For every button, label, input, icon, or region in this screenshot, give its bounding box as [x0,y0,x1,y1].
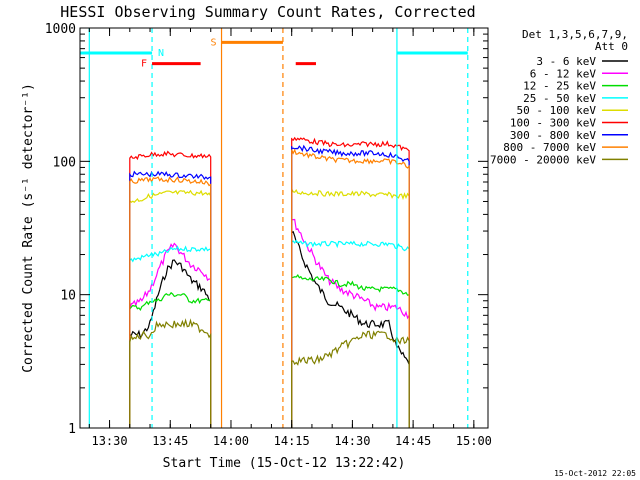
flag-label-f: F [141,59,147,70]
legend-label-2: 6 - 12 keV [530,67,597,80]
x-tick-label-1: 13:30 [91,434,127,448]
x-tick-label-3: 14:00 [213,434,249,448]
x-tick-label-4: 14:15 [274,434,310,448]
series-line-5-segment-1 [129,189,212,428]
series-line-7-segment-1 [129,170,212,428]
legend-label-8: 800 - 7000 keV [503,141,596,154]
series-line-9-segment-1 [129,318,212,428]
series-layer [129,136,410,428]
y-tick-label-2: 10 [60,289,76,304]
series-line-4-segment-2 [291,239,410,428]
series-line-8-segment-2 [291,148,410,428]
series-line-2-segment-2 [291,217,410,428]
x-tick-label-2: 13:45 [152,434,188,448]
y-axis-label: Corrected Count Rate (s⁻¹ detector⁻¹) [21,83,36,373]
y-tick-label-1: 1 [68,422,76,437]
series-line-6-segment-1 [129,150,212,428]
legend-label-3: 12 - 25 keV [523,80,596,93]
x-tick-label-6: 14:45 [395,434,431,448]
series-line-7-segment-2 [291,144,410,428]
chart-title: HESSI Observing Summary Count Rates, Cor… [60,3,475,21]
series-line-5-segment-2 [291,188,410,428]
legend-label-1: 3 - 6 keV [536,55,596,68]
flag-label-n: N [158,48,164,59]
plot-frame [79,27,489,429]
legend-label-9: 7000 - 20000 keV [490,153,596,166]
legend-label-7: 300 - 800 keV [510,129,596,142]
legend-header-1: Det 1,3,5,6,7,9, [522,28,628,41]
y-tick-label-3: 100 [53,155,76,170]
x-tick-label-5: 14:30 [334,434,370,448]
series-line-4-segment-1 [129,245,212,428]
timestamp: 15-Oct-2012 22:05 [554,469,636,478]
series-line-1-segment-1 [129,259,212,428]
flag-label-s: S [211,37,217,48]
axis-layer: 13:30 13:45 14:00 14:15 14:30 14:45 15:00 1 10 10… [45,22,492,448]
annotation-layer: N S F [80,28,469,428]
legend-label-4: 25 - 50 keV [523,92,596,105]
legend-label-5: 50 - 100 keV [517,104,597,117]
series-line-6-segment-2 [291,136,410,428]
x-axis-label: Start Time (15-Oct-12 13:22:42) [163,456,406,471]
series-line-1-segment-2 [291,231,410,428]
series-line-2-segment-1 [129,242,212,428]
series-line-9-segment-2 [291,330,410,428]
y-tick-label-4: 1000 [45,22,76,37]
series-line-3-segment-2 [291,274,410,428]
series-line-3-segment-1 [129,291,212,428]
x-tick-label-7: 15:00 [456,434,492,448]
legend-label-6: 100 - 300 keV [510,117,596,130]
legend-header-2: Att 0 [595,40,628,53]
series-line-8-segment-1 [129,176,212,428]
